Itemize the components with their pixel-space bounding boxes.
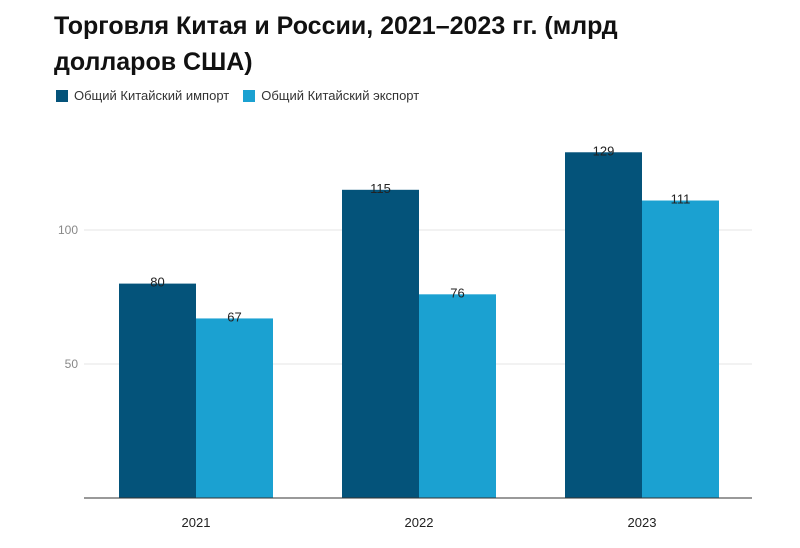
x-tick-label-2022: 2022	[405, 515, 434, 530]
y-tick-label-100: 100	[58, 223, 78, 237]
legend: Общий Китайский импорт Общий Китайский э…	[56, 88, 433, 103]
bar-export-2022	[419, 294, 496, 498]
legend-item-import: Общий Китайский импорт	[56, 88, 229, 103]
y-tick-label-50: 50	[65, 357, 79, 371]
bar-import-2021	[119, 283, 196, 498]
bar-import-2022	[342, 189, 419, 499]
legend-label-import: Общий Китайский импорт	[74, 88, 230, 103]
value-label-import-2023: 129	[593, 143, 615, 158]
chart-title: Торговля Китая и России, 2021–2023 гг. (…	[54, 12, 618, 76]
bar-import-2023	[565, 152, 642, 498]
bar-export-2021	[196, 318, 273, 498]
value-label-import-2022: 115	[370, 181, 391, 196]
legend-item-export: Общий Китайский экспорт	[243, 88, 419, 103]
legend-label-export: Общий Китайский экспорт	[261, 88, 420, 103]
legend-swatch-export	[243, 89, 256, 102]
x-tick-label-2023: 2023	[628, 515, 657, 530]
legend-swatch-import	[56, 89, 68, 102]
value-label-import-2021: 80	[150, 275, 164, 290]
value-label-export-2021: 67	[227, 309, 241, 324]
x-tick-label-2021: 2021	[182, 515, 211, 530]
bar-export-2023	[642, 200, 719, 498]
value-label-export-2023: 111	[671, 192, 691, 207]
value-label-export-2022: 76	[450, 285, 464, 300]
